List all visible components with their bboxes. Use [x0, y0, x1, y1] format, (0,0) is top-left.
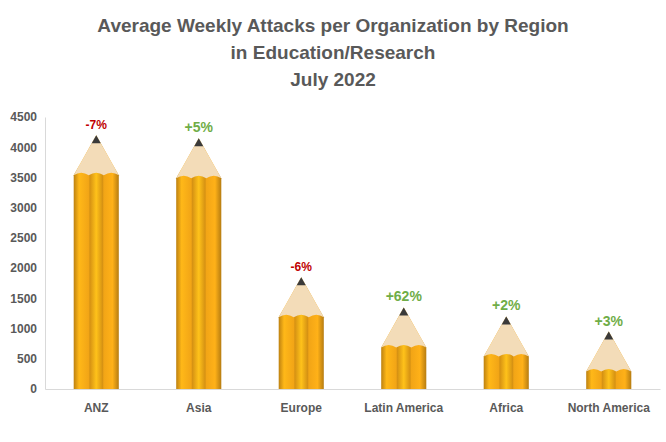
change-label: -6% — [291, 260, 313, 274]
x-axis-line — [46, 389, 661, 390]
x-tick: Africa — [489, 389, 523, 415]
title: Average Weekly Attacks per Organization … — [97, 15, 568, 90]
pencil — [176, 138, 221, 389]
change-label: +3% — [595, 313, 624, 329]
y-tick: 4500 — [10, 110, 45, 124]
x-tick-label: Latin America — [364, 401, 443, 415]
y-axis: 0 500 1000 1500 2000 2500 3000 3500 4000 4500 — [10, 110, 45, 396]
y-tick-label: 2500 — [10, 231, 37, 245]
pencil-graphite — [194, 138, 203, 146]
y-tick: 3500 — [10, 171, 45, 185]
x-axis: ANZ Asia Europe Latin America Africa North Am… — [46, 389, 661, 415]
x-tick: Asia — [186, 389, 212, 415]
y-tick-label: 1000 — [10, 322, 37, 336]
change-label: +5% — [185, 119, 214, 135]
x-tick: Latin America — [364, 389, 443, 415]
plot: 050010001500200025003000350040004500ANZA… — [10, 110, 660, 414]
y-tick-label: 0 — [30, 382, 37, 396]
y-tick: 2500 — [10, 231, 45, 245]
y-tick-label: 4500 — [10, 110, 37, 124]
bar — [279, 277, 324, 389]
y-tick: 1500 — [10, 292, 45, 306]
title-line: July 2022 — [290, 69, 376, 90]
y-tick-label: 3000 — [10, 201, 37, 215]
x-tick-label: ANZ — [84, 401, 109, 415]
pencil-wood — [586, 332, 631, 372]
pencil-wood — [381, 307, 426, 347]
pencil-graphite — [92, 135, 101, 143]
y-tick: 500 — [17, 352, 45, 366]
pencil-graphite — [399, 307, 408, 315]
y-tick: 3000 — [10, 201, 45, 215]
y-tick-label: 500 — [17, 352, 37, 366]
x-tick-label: Europe — [281, 401, 323, 415]
y-tick: 4000 — [10, 141, 45, 155]
chart-container: Average Weekly Attacks per Organization … — [0, 0, 666, 442]
pencil-graphite — [297, 277, 306, 285]
y-tick-label: 1500 — [10, 292, 37, 306]
y-axis-line — [45, 118, 46, 390]
pencil-wood — [484, 316, 529, 356]
pencil-wood — [74, 135, 119, 175]
pencil — [279, 277, 324, 389]
y-tick: 2000 — [10, 261, 45, 275]
title-line: in Education/Research — [231, 42, 436, 63]
change-label: +62% — [386, 288, 423, 304]
x-tick: ANZ — [84, 389, 109, 415]
pencil-wood — [176, 138, 221, 178]
x-tick: North America — [568, 389, 651, 415]
x-tick: Europe — [281, 389, 323, 415]
pencil — [381, 307, 426, 389]
bars — [74, 135, 632, 389]
bar — [176, 138, 221, 389]
bar — [74, 135, 119, 389]
pencil — [586, 332, 631, 389]
pencil — [74, 135, 119, 389]
x-tick-label: Asia — [186, 401, 212, 415]
change-labels: -7% +5% -6% +62% +2% +3% — [86, 118, 624, 328]
pencil-wood — [279, 277, 324, 317]
y-tick-label: 2000 — [10, 261, 37, 275]
change-label: -7% — [86, 118, 108, 132]
pencil — [484, 316, 529, 389]
chart-svg: Average Weekly Attacks per Organization … — [0, 0, 666, 442]
x-tick-label: Africa — [489, 401, 523, 415]
y-tick: 1000 — [10, 322, 45, 336]
bar — [484, 316, 529, 389]
change-label: +2% — [492, 297, 521, 313]
title-line: Average Weekly Attacks per Organization … — [97, 15, 568, 36]
y-tick-label: 3500 — [10, 171, 37, 185]
x-tick-label: North America — [568, 401, 651, 415]
pencil-graphite — [604, 332, 613, 340]
bar — [586, 332, 631, 389]
y-tick-label: 4000 — [10, 141, 37, 155]
y-tick: 0 — [30, 382, 45, 396]
pencil-graphite — [502, 316, 511, 324]
bar — [381, 307, 426, 389]
